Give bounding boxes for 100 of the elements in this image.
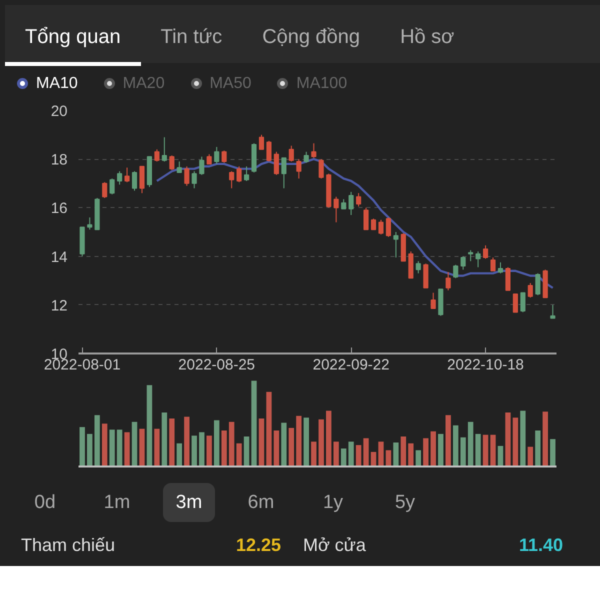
text: 1m bbox=[102, 491, 132, 515]
candlestick bbox=[363, 207, 369, 230]
bar bbox=[281, 422, 287, 466]
bar bbox=[221, 430, 227, 466]
bar bbox=[162, 412, 168, 466]
candlestick bbox=[460, 256, 466, 270]
x-tick-label: 2022-10-18 bbox=[447, 356, 524, 374]
bar bbox=[311, 442, 316, 466]
bar bbox=[266, 392, 272, 466]
candlestick bbox=[393, 232, 398, 258]
bar bbox=[251, 380, 257, 466]
bar bbox=[438, 434, 444, 466]
candlestick bbox=[124, 167, 130, 183]
bar bbox=[520, 410, 526, 466]
bar bbox=[154, 428, 160, 466]
y-tick-label: 18 bbox=[50, 152, 68, 169]
text: MA20 bbox=[122, 75, 165, 92]
bar bbox=[288, 428, 294, 466]
bar bbox=[356, 445, 362, 466]
bar bbox=[304, 418, 309, 466]
candlestick bbox=[334, 196, 339, 223]
bar bbox=[296, 416, 302, 466]
candlestick bbox=[236, 166, 242, 183]
bar bbox=[423, 438, 428, 466]
candlestick bbox=[311, 142, 316, 158]
bar bbox=[109, 430, 115, 466]
candlestick bbox=[318, 158, 324, 180]
candlestick bbox=[512, 293, 518, 313]
bar bbox=[416, 450, 422, 466]
text: Tổng quan bbox=[5, 23, 141, 66]
candlestick bbox=[348, 191, 354, 216]
bar bbox=[408, 443, 414, 466]
text: MA100 bbox=[296, 75, 348, 92]
bar bbox=[512, 418, 518, 466]
candlestick bbox=[528, 282, 533, 298]
candlestick bbox=[468, 250, 474, 262]
bar bbox=[176, 443, 182, 466]
candlestick bbox=[296, 158, 302, 180]
candlestick bbox=[378, 219, 384, 235]
candlestick bbox=[199, 156, 204, 176]
candlestick bbox=[117, 170, 122, 186]
candlestick bbox=[356, 192, 362, 207]
bar bbox=[199, 432, 204, 466]
bar bbox=[192, 436, 197, 466]
candlestick bbox=[154, 148, 160, 162]
bar bbox=[184, 416, 190, 466]
candlestick bbox=[482, 244, 488, 260]
candlestick bbox=[476, 250, 481, 268]
candlestick bbox=[505, 266, 511, 291]
text: Tin tức bbox=[160, 25, 224, 50]
candlestick bbox=[266, 140, 272, 162]
bar bbox=[400, 436, 406, 466]
text: Hồ sơ bbox=[399, 25, 456, 50]
candlestick bbox=[110, 178, 115, 195]
candlestick bbox=[169, 154, 174, 171]
text: 1y bbox=[322, 491, 344, 515]
candlestick bbox=[520, 292, 526, 313]
bar bbox=[542, 412, 548, 466]
candlestick bbox=[176, 161, 182, 173]
bar bbox=[244, 436, 250, 466]
text: MA50 bbox=[210, 75, 252, 92]
candlestick bbox=[430, 292, 436, 310]
candlestick bbox=[446, 272, 451, 291]
bar bbox=[452, 425, 458, 466]
x-tick-label: 2022-08-25 bbox=[178, 356, 256, 374]
bar bbox=[348, 442, 354, 466]
bar bbox=[80, 427, 85, 466]
text: 11.40 bbox=[518, 534, 563, 557]
bar bbox=[468, 422, 474, 466]
bar bbox=[139, 428, 145, 466]
bar bbox=[393, 442, 399, 466]
bar bbox=[535, 430, 541, 466]
candlestick bbox=[453, 264, 458, 279]
bar bbox=[363, 438, 369, 466]
candlestick bbox=[229, 170, 234, 189]
candlestick bbox=[423, 263, 428, 288]
bar bbox=[340, 448, 346, 466]
candlestick bbox=[162, 136, 167, 162]
candlestick bbox=[281, 157, 286, 189]
text: 3m bbox=[163, 483, 215, 522]
bar bbox=[326, 410, 332, 466]
text: Cộng đồng bbox=[261, 25, 362, 50]
y-tick-label: 20 bbox=[50, 103, 68, 120]
candlestick bbox=[341, 198, 346, 210]
bar bbox=[430, 431, 436, 466]
text: Mở cửa bbox=[303, 534, 367, 557]
candlestick bbox=[498, 262, 504, 274]
bar bbox=[378, 442, 384, 466]
bar bbox=[258, 418, 264, 466]
candlestick bbox=[102, 182, 108, 198]
candlestick bbox=[370, 218, 376, 230]
bar bbox=[475, 434, 481, 466]
candlestick bbox=[288, 145, 294, 162]
y-tick-label: 12 bbox=[50, 297, 68, 314]
bar bbox=[102, 424, 108, 466]
x-tick-label: 2022-09-22 bbox=[312, 356, 390, 374]
text: 6m bbox=[246, 491, 276, 515]
bar bbox=[169, 418, 175, 466]
text: 5y bbox=[394, 491, 416, 515]
bar bbox=[236, 443, 242, 466]
